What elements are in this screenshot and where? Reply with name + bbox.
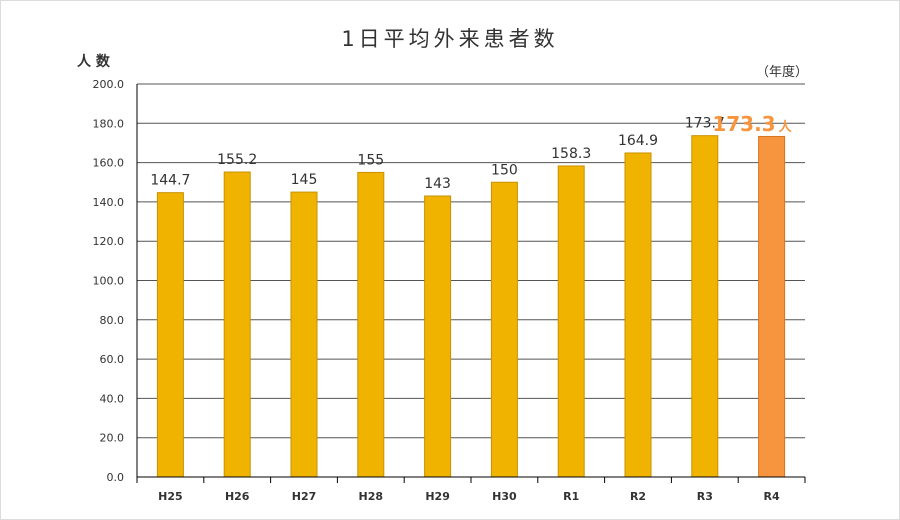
y-axis-label: 人 数: [77, 53, 111, 70]
y-tick-label: 80.0: [100, 314, 125, 327]
x-axis-unit-label: （年度）: [756, 64, 808, 80]
bar: [290, 191, 318, 478]
y-tick-label: 120.0: [93, 235, 125, 248]
y-tick-label: 20.0: [100, 432, 125, 445]
bar: [557, 165, 585, 478]
bar-value-label: 150: [491, 162, 518, 178]
x-category-label: H27: [292, 490, 317, 503]
x-category-label: R1: [563, 490, 579, 503]
x-category-label: H29: [425, 490, 450, 503]
y-tick-label: 60.0: [100, 353, 125, 366]
bar: [223, 171, 251, 478]
y-tick-label: 160.0: [93, 157, 125, 170]
y-tick-label: 180.0: [93, 117, 125, 130]
x-category-label: H25: [158, 490, 183, 503]
bar-value-label: 173.7: [685, 116, 725, 132]
y-tick-label: 200.0: [93, 78, 125, 91]
bar: [624, 152, 652, 478]
bar: [691, 135, 719, 478]
y-tick-label: 0.0: [107, 471, 125, 484]
bar-value-label: 164.9: [618, 133, 658, 149]
x-category-label: H28: [359, 490, 384, 503]
highlight-bar: [758, 135, 786, 478]
highlight-unit-label: 人: [779, 119, 793, 135]
bar: [156, 192, 184, 478]
bar: [424, 195, 452, 478]
x-category-label: R2: [630, 490, 646, 503]
x-category-label: H26: [225, 490, 250, 503]
bar: [357, 171, 385, 478]
bar-value-label: 158.3: [551, 146, 591, 162]
bar-value-label: 143: [424, 176, 451, 192]
bar-value-label: 155.2: [217, 152, 257, 168]
x-category-label: H30: [492, 490, 517, 503]
y-tick-label: 100.0: [93, 275, 125, 288]
chart-title: 1日平均外来患者数: [341, 27, 558, 51]
bar-value-label: 144.7: [150, 173, 190, 189]
bar: [490, 181, 518, 478]
x-category-label: R4: [764, 490, 780, 503]
y-tick-label: 140.0: [93, 196, 125, 209]
x-category-label: R3: [697, 490, 713, 503]
bar-value-label: 145: [291, 172, 318, 188]
highlight-value-label: 173.3: [712, 112, 775, 136]
bar-value-label: 155: [357, 152, 384, 168]
y-tick-label: 40.0: [100, 392, 125, 405]
